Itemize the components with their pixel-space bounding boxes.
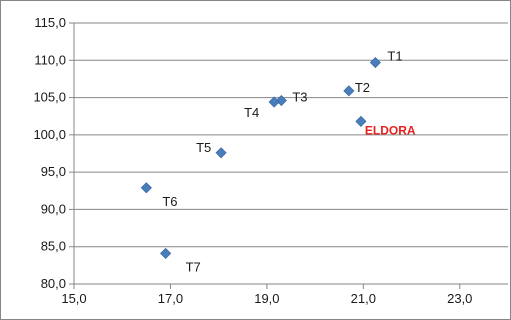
data-point-marker <box>369 56 381 69</box>
data-label-highlight: ELDORA <box>365 123 416 137</box>
y-tick-label: 100,0 <box>33 127 66 142</box>
x-tick-label: 21,0 <box>351 291 376 306</box>
data-labels: T1 T2 T3 T4 T5 T6 T7 ELDORA <box>162 49 416 275</box>
x-tick-label: 23,0 <box>447 291 472 306</box>
data-label: T4 <box>244 105 259 120</box>
data-label: T2 <box>355 80 370 95</box>
data-point-marker <box>343 85 355 97</box>
x-tick-label: 15,0 <box>61 291 86 306</box>
data-point-marker <box>215 147 227 159</box>
gridlines <box>74 22 508 248</box>
x-tick-label: 17,0 <box>158 291 183 306</box>
y-tick-label: 85,0 <box>41 239 66 254</box>
axes <box>69 22 508 289</box>
y-tick-label: 115,0 <box>34 15 66 30</box>
data-point-marker <box>355 115 367 127</box>
y-tick-label: 95,0 <box>41 164 66 179</box>
data-point-marker <box>268 96 280 108</box>
data-point-marker <box>275 94 287 107</box>
data-label: T3 <box>292 90 307 105</box>
y-tick-label: 105,0 <box>33 90 66 105</box>
data-point-marker <box>140 182 152 194</box>
data-label: T1 <box>387 49 402 64</box>
data-label: T6 <box>162 194 177 209</box>
y-tick-label: 110,0 <box>34 52 66 67</box>
tick-labels: 80,0 85,0 90,0 95,0 100,0 105,0 110,0 115,0 15,0… <box>33 15 472 306</box>
data-point-marker <box>160 247 172 259</box>
data-label: T7 <box>186 259 201 274</box>
data-label: T5 <box>196 140 211 155</box>
y-tick-label: 90,0 <box>41 201 66 216</box>
x-tick-label: 19,0 <box>254 291 279 306</box>
data-points <box>140 56 381 259</box>
y-tick-label: 80,0 <box>41 276 66 291</box>
